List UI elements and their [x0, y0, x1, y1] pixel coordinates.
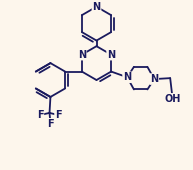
Text: F: F: [47, 119, 54, 129]
Text: N: N: [92, 2, 101, 12]
Text: N: N: [78, 50, 86, 60]
Text: N: N: [150, 74, 158, 84]
Text: OH: OH: [165, 94, 181, 104]
Text: F: F: [37, 110, 43, 120]
Text: N: N: [107, 50, 115, 60]
Text: N: N: [123, 72, 131, 82]
Text: F: F: [55, 110, 62, 120]
